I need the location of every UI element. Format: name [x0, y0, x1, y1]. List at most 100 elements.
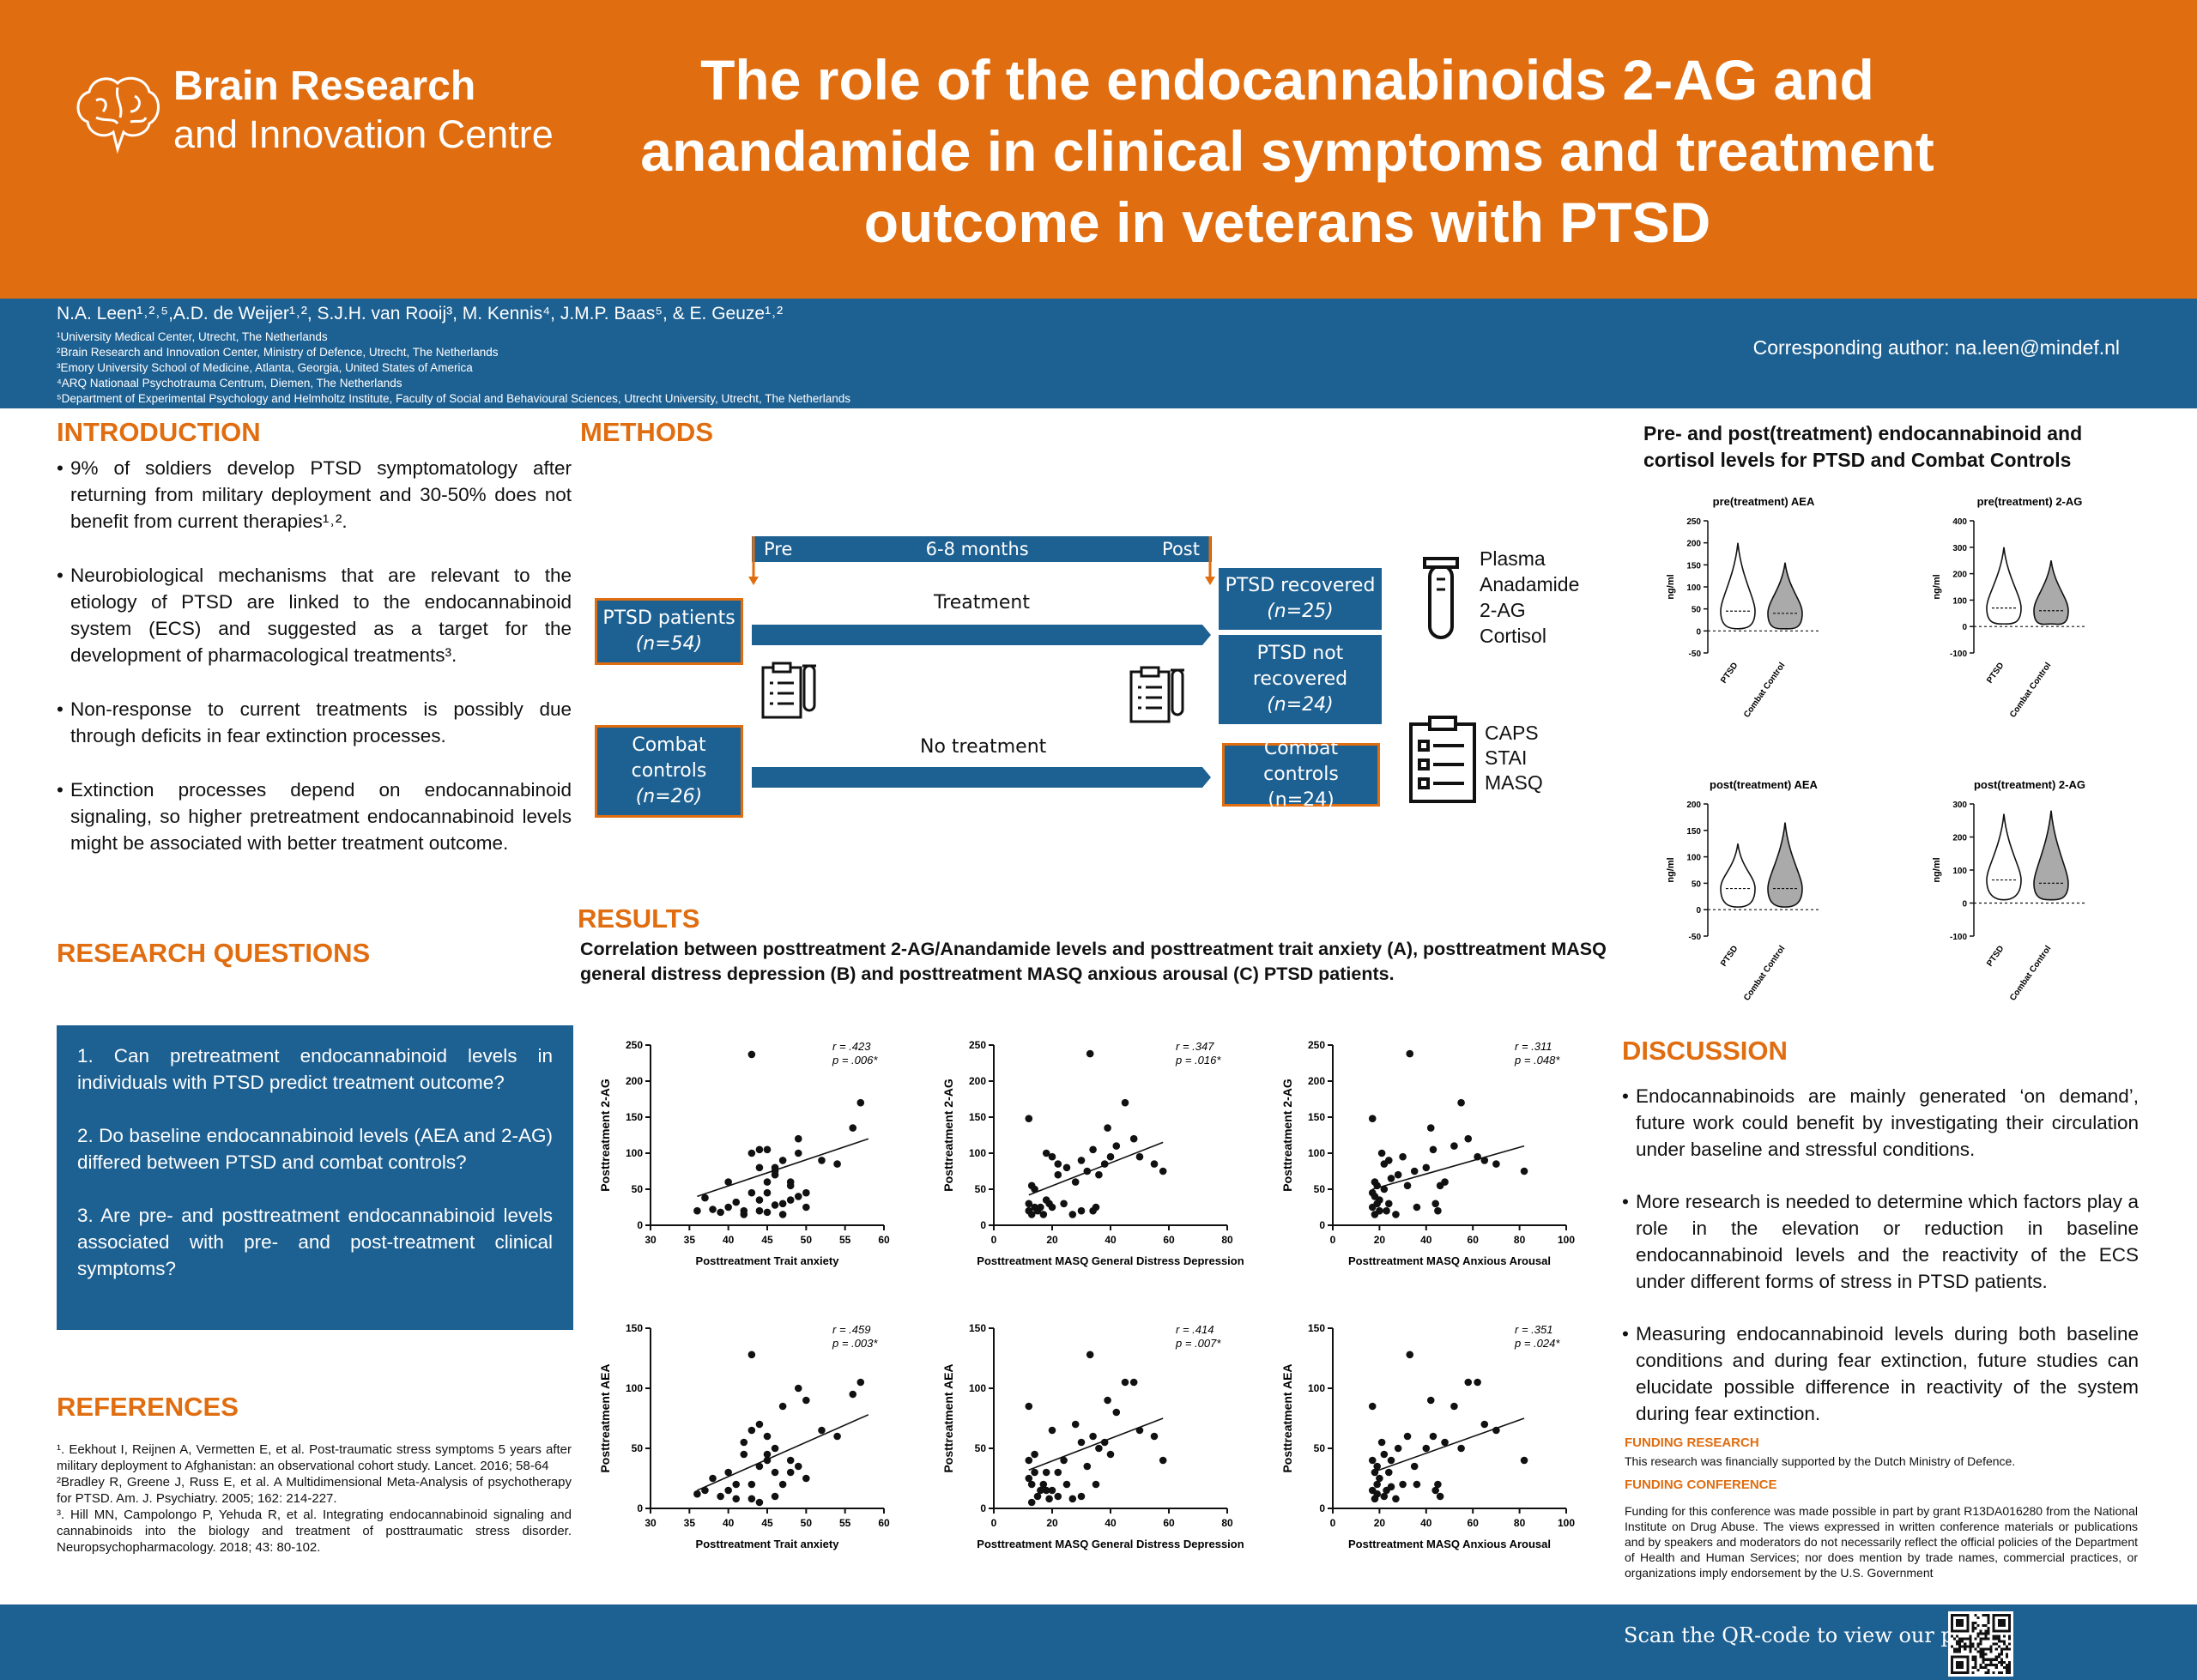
y-tick-label: 250 — [1308, 1039, 1325, 1051]
data-point — [1376, 1474, 1383, 1483]
data-point — [802, 1188, 810, 1197]
x-tick-label: 0 — [1330, 1234, 1336, 1246]
data-point — [1387, 1456, 1395, 1465]
scatter-aea-trait-anxiety: 0 50 100 150 30 35 40 45 50 55 60 Posttreatment Tra… — [598, 1322, 890, 1550]
y-tick-label: 250 — [969, 1039, 986, 1051]
data-point — [1042, 1486, 1050, 1495]
x-axis-label: Posttreatment MASQ Anxious Arousal — [1348, 1254, 1551, 1267]
data-point — [786, 1181, 795, 1190]
intro-bullet: Neurobiological mechanisms that are rele… — [57, 562, 572, 668]
x-tick-label: 50 — [801, 1517, 813, 1529]
data-point — [1089, 1432, 1097, 1441]
x-axis-label: Posttreatment MASQ Anxious Arousal — [1348, 1538, 1551, 1550]
data-point — [1054, 1492, 1062, 1501]
data-point — [1394, 1170, 1402, 1179]
data-point — [1054, 1160, 1062, 1168]
x-tick-label: 30 — [645, 1234, 657, 1246]
data-point — [802, 1474, 810, 1483]
data-point — [763, 1145, 772, 1154]
violin-title: post(treatment) AEA — [1710, 778, 1819, 791]
x-tick-label: 35 — [684, 1234, 696, 1246]
results-subtitle: Correlation between posttreatment 2-AG/A… — [580, 939, 1607, 984]
data-point — [1048, 1426, 1056, 1435]
data-point — [1077, 1157, 1086, 1164]
data-point — [763, 1432, 772, 1441]
data-point — [849, 1390, 857, 1399]
research-questions-box: 1. Can pretreatment endocannabinoid leve… — [57, 1025, 573, 1330]
y-tick-label: 200 — [626, 1075, 643, 1087]
data-point — [1039, 1211, 1048, 1218]
x-tick-label: 60 — [1163, 1517, 1175, 1529]
data-point — [709, 1474, 717, 1483]
data-point — [1054, 1170, 1062, 1179]
violin-pre-aea: pre(treatment) AEA -50 0 50 100 150 200 250 ng/m… — [1666, 495, 1819, 720]
methods-heading: METHODS — [580, 417, 713, 447]
data-point — [1384, 1468, 1393, 1477]
y-tick-label: 100 — [626, 1147, 643, 1159]
data-point — [1104, 1396, 1111, 1405]
funding-conference-heading: FUNDING CONFERENCE — [1625, 1478, 1777, 1492]
masq-label: MASQ — [1485, 771, 1543, 794]
combat-controls-n: (n=26) — [635, 786, 703, 807]
affiliation: ²Brain Research and Innovation Center, M… — [57, 346, 499, 359]
research-questions-heading: RESEARCH QUESTIONS — [57, 938, 371, 968]
data-point — [1025, 1200, 1033, 1208]
violin-shape — [1986, 813, 2022, 901]
data-point — [833, 1160, 841, 1168]
violin-shape — [2033, 810, 2069, 901]
data-point — [1441, 1178, 1449, 1186]
y-tick-label: 100 — [1686, 854, 1701, 863]
data-point — [747, 1149, 756, 1157]
data-point — [1121, 1378, 1129, 1387]
scatter-2ag-anxious-arousal: 0 50 100 150 200 250 0 20 40 60 80 100 Posttreatment… — [1280, 1039, 1575, 1267]
data-point — [1048, 1152, 1056, 1161]
y-tick-label: 100 — [1308, 1382, 1325, 1394]
data-point — [1403, 1432, 1412, 1441]
violin-pre-2ag: pre(treatment) 2-AG -100 0 100 200 300 400 ng/m… — [1932, 495, 2085, 720]
data-point — [786, 1196, 795, 1204]
category-label: Combat Control — [1742, 944, 1787, 1002]
data-point — [1492, 1160, 1500, 1168]
y-tick-label: 100 — [1952, 867, 1967, 876]
data-point — [755, 1420, 764, 1429]
data-point — [740, 1211, 748, 1218]
data-point — [1380, 1450, 1389, 1459]
data-point — [802, 1396, 810, 1405]
data-point — [1045, 1495, 1053, 1503]
data-point — [1426, 1396, 1435, 1405]
discussion-bullet: Endocannabinoids are mainly generated ‘o… — [1622, 1083, 2139, 1163]
y-axis-label: ng/ml — [1666, 857, 1676, 882]
data-point — [1159, 1167, 1167, 1175]
data-point — [1150, 1160, 1159, 1168]
trend-line — [1371, 1417, 1525, 1473]
y-tick-label: -50 — [1689, 650, 1702, 659]
data-point — [763, 1188, 772, 1197]
data-point — [794, 1149, 802, 1157]
data-point — [1399, 1480, 1407, 1489]
y-tick-label: 150 — [626, 1111, 643, 1123]
data-point — [1033, 1492, 1042, 1501]
poster-header: Brain Research and Innovation Centre The… — [0, 0, 2197, 299]
introduction-list: 9% of soldiers develop PTSD symptomatolo… — [57, 455, 572, 884]
logo: Brain Research and Innovation Centre — [70, 62, 585, 165]
data-point — [1394, 1444, 1402, 1453]
y-tick-label: 150 — [1686, 561, 1701, 571]
data-point — [833, 1432, 841, 1441]
data-point — [755, 1196, 764, 1204]
data-point — [1457, 1444, 1465, 1453]
ptsd-not-recovered-n: (n=24) — [1267, 694, 1334, 716]
data-point — [1403, 1181, 1412, 1190]
category-label: PTSD — [1719, 661, 1740, 685]
data-point — [1392, 1211, 1400, 1218]
y-tick-label: 50 — [1692, 606, 1702, 615]
data-point — [747, 1188, 756, 1197]
violin-post-aea: post(treatment) AEA -50 0 50 100 150 200 ng/ml P… — [1666, 778, 1819, 1003]
y-tick-label: 0 — [1696, 627, 1701, 637]
y-tick-label: 50 — [1314, 1183, 1326, 1195]
data-point — [771, 1468, 779, 1477]
intro-bullet: Extinction processes depend on endocanna… — [57, 777, 572, 856]
qr-caption: Scan the QR-code to view our paper — [1624, 1623, 2002, 1647]
x-tick-label: 40 — [1105, 1234, 1117, 1246]
qr-code-icon[interactable] — [1948, 1611, 2013, 1677]
correlation-p: p = .048* — [1514, 1054, 1560, 1067]
